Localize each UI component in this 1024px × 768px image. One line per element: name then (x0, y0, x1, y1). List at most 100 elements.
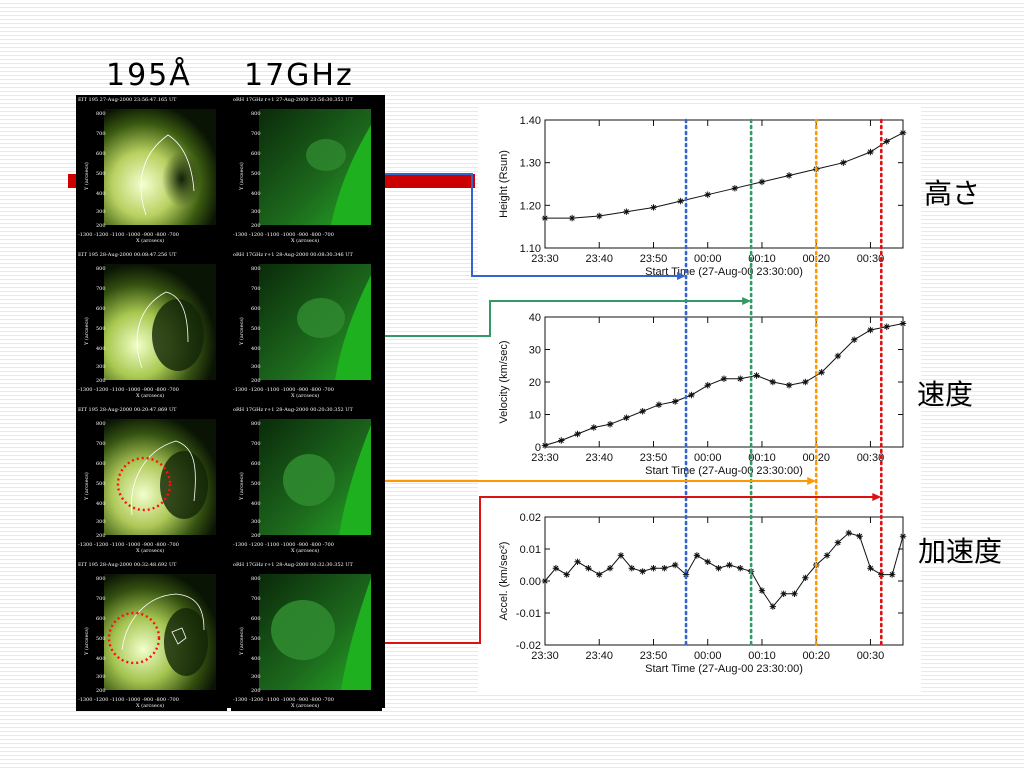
y-tick-label: 40 (529, 312, 541, 324)
y-tick: 200 (96, 378, 106, 384)
y-tick-label: 10 (529, 410, 541, 422)
y-axis-label: Accel. (km/sec²) (498, 542, 510, 621)
y-tick: 200 (251, 533, 261, 539)
y-tick: 700 (96, 131, 106, 137)
data-point-velocity (541, 442, 549, 449)
y-tick: 600 (251, 306, 261, 312)
y-tick: 400 (96, 346, 106, 352)
y-tick: 500 (251, 171, 261, 177)
y-tick-label: -0.01 (516, 608, 541, 620)
red-band-right (383, 174, 475, 188)
data-point-velocity (818, 369, 825, 376)
y-tick: 300 (251, 674, 261, 680)
data-point-accel (552, 565, 560, 572)
nrh-17ghz-panel-3: oRH 17GHz r+1 28-Aug-2000 00:20:30.352 U… (231, 405, 382, 556)
x-axis-label: Start Time (27-Aug-00 23:30:00) (645, 465, 803, 477)
y-tick: 800 (251, 421, 261, 427)
label-accel-jp: 加速度 (918, 535, 1003, 568)
y-tick: 200 (251, 223, 261, 229)
x-tick-label: 00:10 (748, 452, 776, 464)
eit-195-panel-2: EIT 195 28-Aug-2000 00:08:47.256 UT -130… (76, 250, 227, 401)
plot-frame-accel (544, 516, 904, 646)
data-point-accel (791, 590, 798, 597)
data-point-height (785, 172, 793, 179)
y-tick: 200 (251, 378, 261, 384)
data-point-height (623, 208, 630, 215)
data-point-velocity (753, 372, 760, 379)
data-point-accel (596, 571, 603, 578)
x-ticks: -1300 -1200 -1100 -1000 -900 -800 -700 (233, 697, 334, 703)
nrh-17ghz-panel-2: oRH 17GHz r+1 28-Aug-2000 00:08:30.346 U… (231, 250, 382, 401)
x-tick-label: 00:30 (857, 650, 885, 662)
data-point-velocity (720, 375, 728, 382)
series-line-velocity (544, 323, 904, 446)
x-label: X (arcsecs) (136, 392, 164, 399)
data-point-velocity (737, 375, 744, 382)
data-point-accel (769, 603, 777, 610)
connector-arrow-red (385, 496, 880, 644)
x-tick-label: 00:10 (748, 650, 776, 662)
arrowhead-blue (677, 272, 687, 280)
data-point-velocity (883, 323, 890, 330)
y-tick: 400 (96, 191, 106, 197)
data-point-height (899, 129, 907, 136)
label-height-jp: 高さ (924, 177, 981, 210)
y-tick: 400 (96, 501, 106, 507)
x-tick-label: 23:30 (531, 452, 559, 464)
nrh-17ghz-panel-4: oRH 17GHz r+1 28-Aug-2000 00:32:30.352 U… (231, 560, 382, 711)
y-label: Y (arcsecs) (238, 472, 245, 501)
data-point-accel (878, 571, 885, 578)
data-point-accel (682, 571, 690, 578)
data-point-velocity (802, 378, 809, 386)
data-point-velocity (850, 336, 858, 343)
data-point-accel (737, 565, 744, 572)
x-ticks: -1300 -1200 -1100 -1000 -900 -800 -700 (78, 387, 179, 393)
data-point-accel (606, 565, 614, 572)
y-tick-label: 1.40 (520, 115, 541, 127)
connector-arrow-green (385, 300, 750, 337)
x-tick-label: 23:30 (531, 253, 559, 265)
y-tick: 500 (251, 481, 261, 487)
x-label: X (arcsecs) (291, 392, 319, 399)
data-point-height (731, 185, 739, 192)
data-point-accel (704, 558, 711, 565)
data-point-velocity (785, 382, 793, 389)
y-tick: 600 (96, 616, 106, 622)
y-tick-label: 0.01 (520, 544, 541, 556)
data-point-height (840, 159, 847, 166)
arrowhead-orange (807, 477, 817, 485)
data-point-accel (650, 565, 657, 572)
y-tick: 500 (251, 326, 261, 332)
y-tick-label: 0.00 (520, 576, 541, 588)
data-point-height (677, 197, 684, 205)
data-point-accel (888, 571, 896, 578)
y-tick: 300 (96, 519, 106, 525)
x-label: X (arcsecs) (136, 237, 164, 244)
y-tick: 200 (251, 688, 261, 694)
data-point-height (650, 204, 657, 211)
y-tick: 700 (251, 131, 261, 137)
data-point-velocity (867, 326, 874, 334)
nrh-caption: oRH 17GHz r+1 27-Aug-2000 23:56:30.352 U… (233, 97, 353, 103)
y-tick: 600 (96, 151, 106, 157)
y-tick: 600 (251, 151, 261, 157)
y-tick-label: 1.20 (520, 200, 541, 212)
data-point-height (596, 212, 603, 220)
x-ticks: -1300 -1200 -1100 -1000 -900 -800 -700 (233, 232, 334, 238)
x-tick-label: 23:50 (640, 253, 668, 265)
y-tick: 400 (251, 191, 261, 197)
y-tick: 600 (251, 616, 261, 622)
data-point-accel (585, 565, 592, 572)
series-line-height (545, 132, 904, 219)
connector-arrow-blue (385, 173, 685, 277)
data-point-velocity (590, 424, 598, 431)
y-tick: 300 (251, 519, 261, 525)
x-ticks: -1300 -1200 -1100 -1000 -900 -800 -700 (233, 387, 334, 393)
y-tick: 500 (96, 171, 106, 177)
y-tick: 200 (96, 688, 106, 694)
data-point-height (758, 178, 766, 186)
data-point-accel (899, 533, 907, 540)
x-label: X (arcsecs) (136, 702, 164, 709)
x-tick-label: 23:40 (585, 253, 613, 265)
x-axis-label: Start Time (27-Aug-00 23:30:00) (645, 663, 803, 675)
